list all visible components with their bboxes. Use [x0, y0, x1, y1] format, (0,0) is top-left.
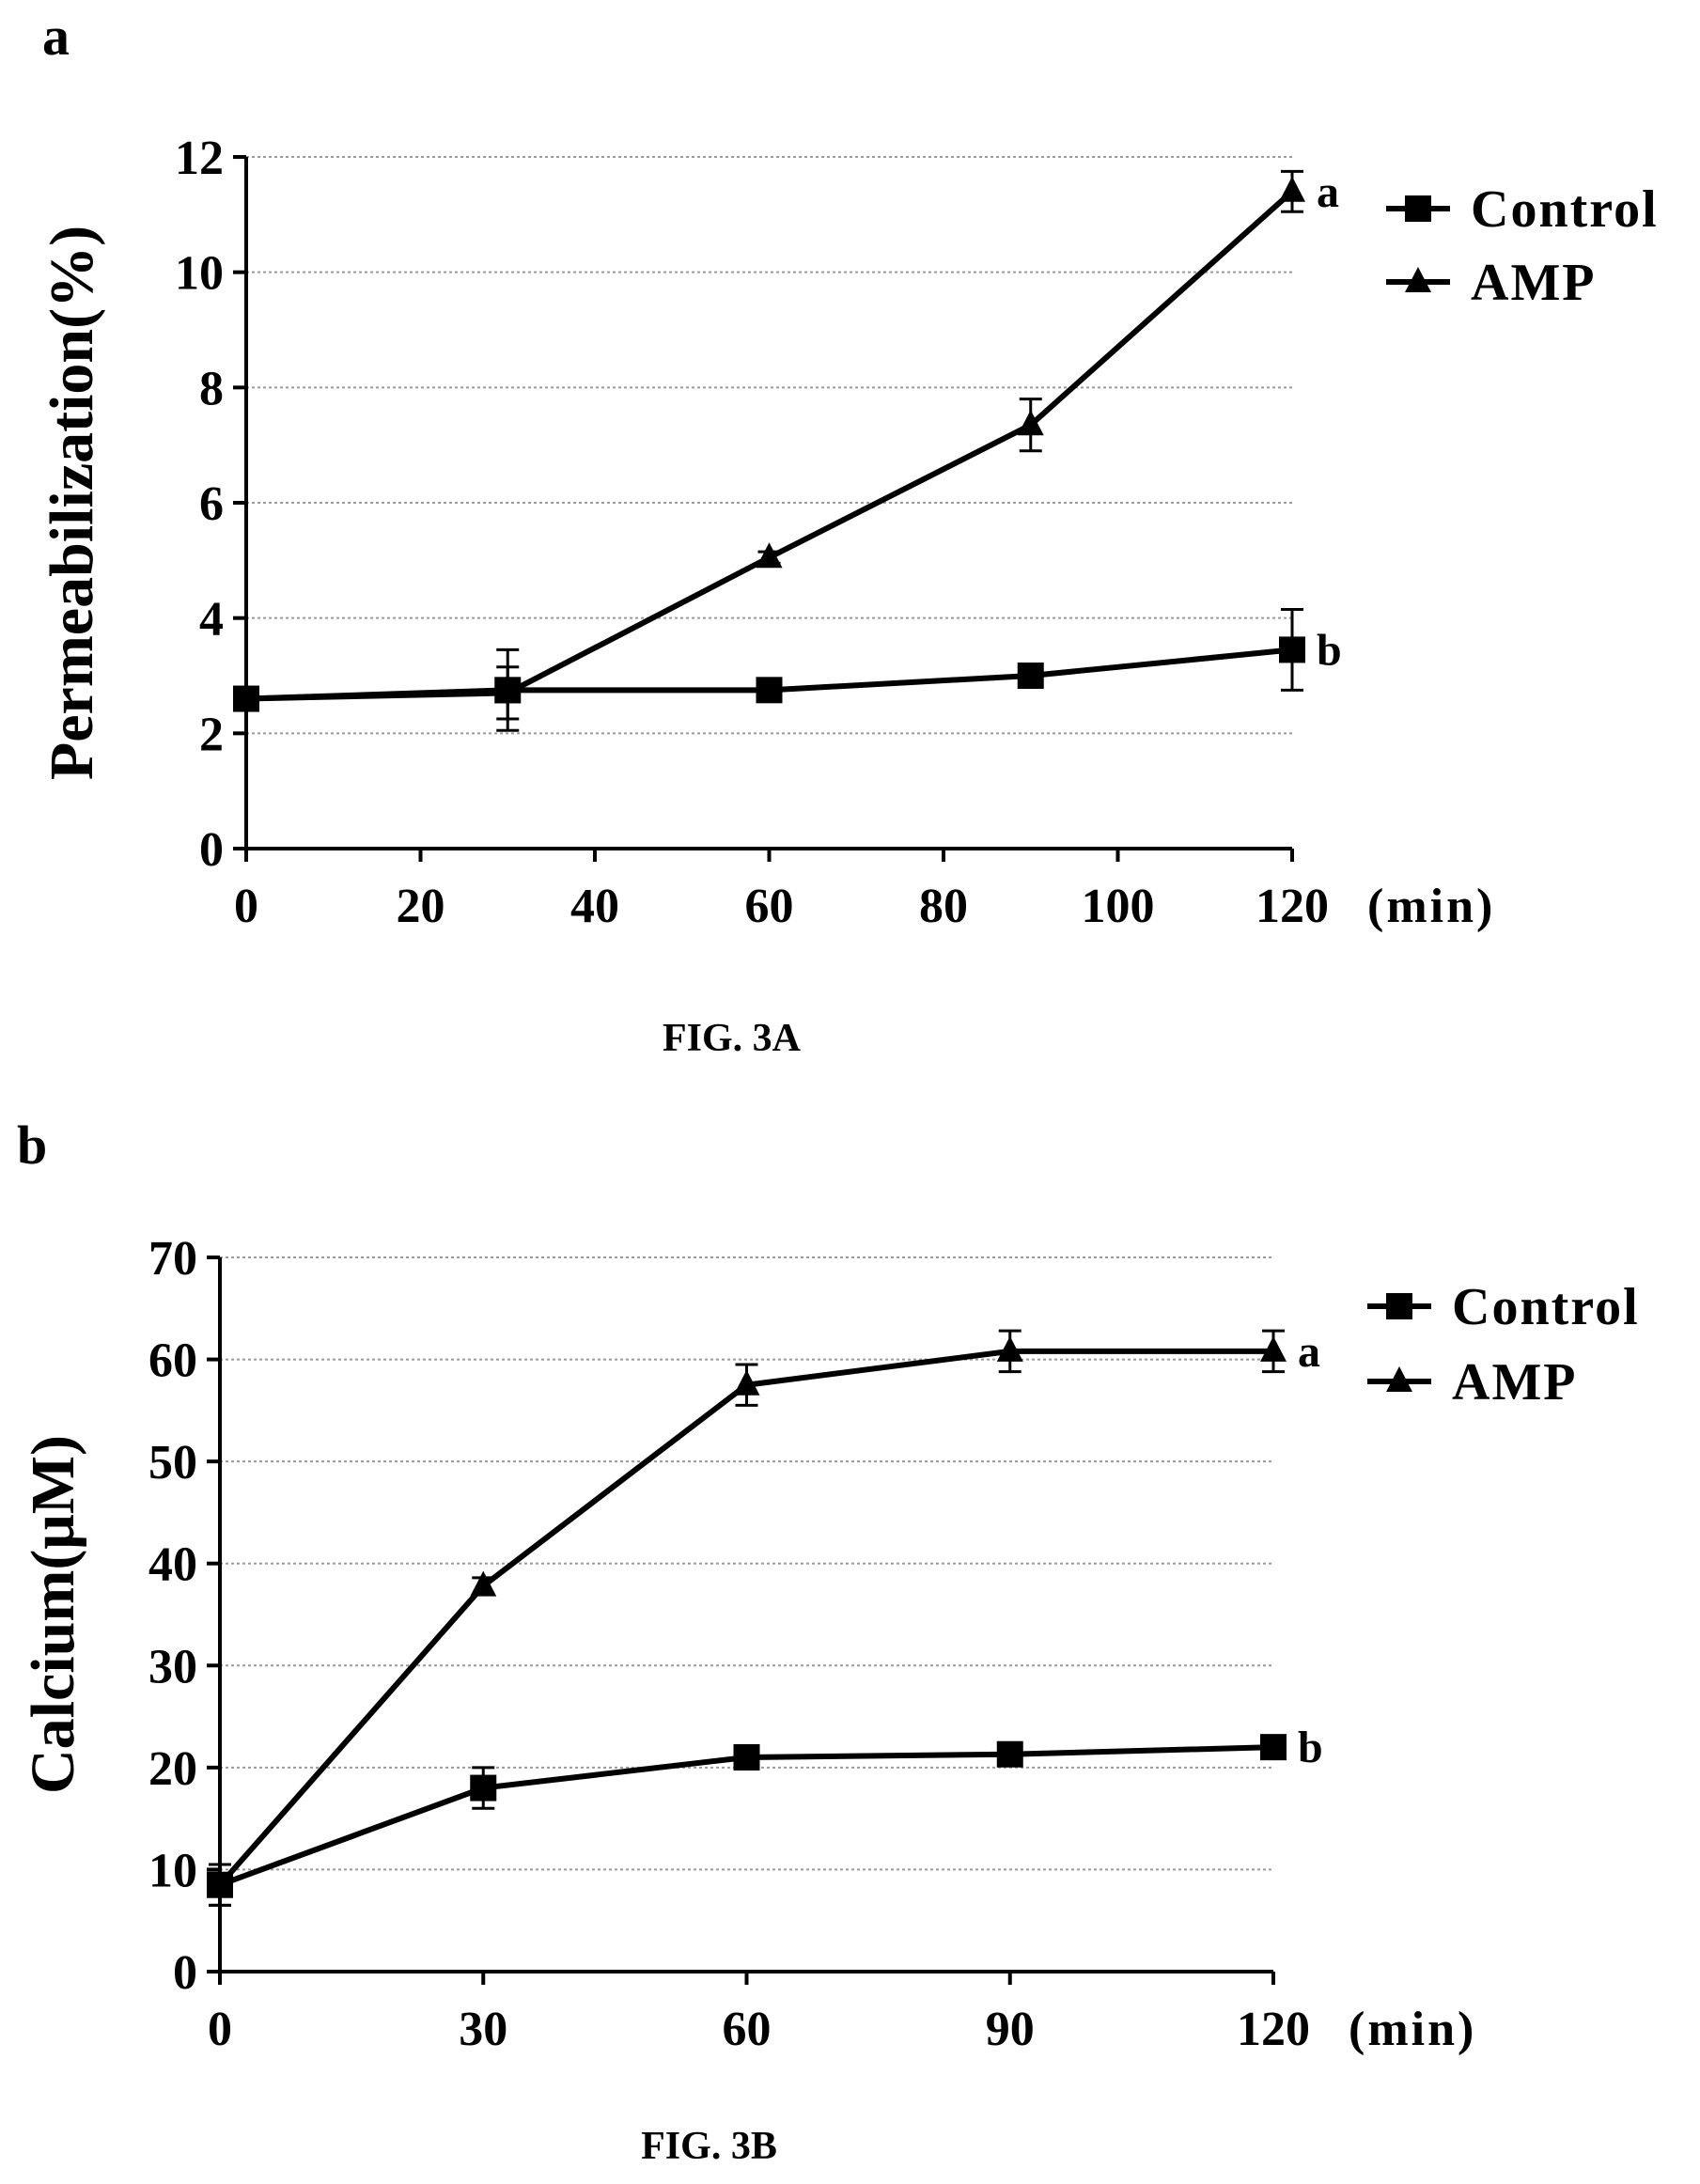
- data-point-amp: [1017, 410, 1044, 436]
- x-tick-label: 60: [723, 2003, 772, 2056]
- legend-label-control: Control: [1452, 1278, 1640, 1336]
- data-point-amp: [1260, 1335, 1287, 1362]
- x-tick-label: 60: [745, 880, 794, 933]
- data-point-amp: [494, 678, 522, 704]
- y-tick-label: 6: [199, 477, 224, 531]
- x-tick-label: 120: [1256, 880, 1329, 933]
- x-tick-label: 80: [919, 880, 968, 933]
- data-point-control: [1017, 663, 1044, 689]
- y-tick-label: 20: [148, 1742, 197, 1796]
- x-tick-label: 20: [397, 880, 445, 933]
- panel-letter: a: [42, 6, 70, 67]
- y-tick-label: 40: [148, 1538, 197, 1592]
- y-tick-label: 2: [199, 708, 224, 761]
- data-point-control: [1260, 1734, 1287, 1761]
- y-tick-label: 8: [199, 362, 224, 415]
- x-axis-unit: (min): [1349, 2003, 1476, 2056]
- data-point-amp: [207, 1869, 233, 1895]
- x-tick-label: 40: [570, 880, 619, 933]
- data-point-amp: [1279, 176, 1305, 202]
- chart-panel-b: b 0 10 20 30 40 50 60 70 0 30 60 90 120 (min) Calcium(μ…: [17, 1115, 1640, 2168]
- y-tick-label: 12: [175, 132, 224, 185]
- y-tick-label: 4: [199, 593, 224, 647]
- data-point-control: [470, 1774, 497, 1802]
- legend-label-amp: AMP: [1471, 254, 1597, 312]
- significance-label: a: [1317, 167, 1339, 217]
- legend-marker-triangle: [1386, 1366, 1412, 1392]
- y-tick-label: 10: [148, 1844, 197, 1897]
- data-point-control: [756, 677, 783, 704]
- data-point-control: [1279, 636, 1305, 663]
- y-axis-title: Permeabilization(%): [38, 226, 106, 780]
- data-point-amp: [756, 542, 783, 569]
- data-point-control: [996, 1740, 1023, 1768]
- data-point-amp: [470, 1570, 497, 1597]
- y-axis-title: Calcium(μM): [19, 1435, 87, 1794]
- y-tick-label: 60: [148, 1334, 197, 1388]
- data-point-amp: [733, 1369, 760, 1396]
- y-tick-label: 0: [173, 1946, 197, 2000]
- figure-caption: FIG. 3A: [663, 1017, 802, 1060]
- y-tick-label: 30: [148, 1640, 197, 1693]
- significance-label: b: [1298, 1723, 1323, 1772]
- x-tick-label: 100: [1082, 880, 1155, 933]
- legend-label-control: Control: [1471, 180, 1659, 239]
- significance-label: a: [1298, 1327, 1320, 1377]
- figure-caption: FIG. 3B: [641, 2125, 777, 2168]
- y-tick-label: 50: [148, 1436, 197, 1490]
- y-tick-label: 10: [175, 247, 224, 301]
- legend-marker-triangle: [1405, 267, 1431, 292]
- legend-marker-square: [1386, 1293, 1412, 1319]
- x-axis-unit: (min): [1367, 880, 1495, 933]
- series-line-amp: [245, 189, 1294, 702]
- legend-marker-square: [1405, 195, 1431, 222]
- series-line-amp: [217, 1348, 1273, 1887]
- significance-label: b: [1317, 625, 1342, 675]
- data-point-amp: [996, 1335, 1023, 1362]
- x-tick-label: 90: [986, 2003, 1035, 2056]
- panel-letter: b: [17, 1115, 47, 1176]
- x-tick-label: 30: [459, 2003, 507, 2056]
- legend-label-amp: AMP: [1452, 1353, 1578, 1412]
- x-tick-label: 120: [1237, 2003, 1310, 2056]
- data-point-control: [733, 1744, 760, 1771]
- y-tick-label: 0: [199, 823, 224, 877]
- data-point-amp: [233, 683, 259, 710]
- x-tick-label: 0: [234, 880, 258, 933]
- y-tick-label: 70: [148, 1232, 197, 1286]
- x-tick-label: 0: [208, 2003, 232, 2056]
